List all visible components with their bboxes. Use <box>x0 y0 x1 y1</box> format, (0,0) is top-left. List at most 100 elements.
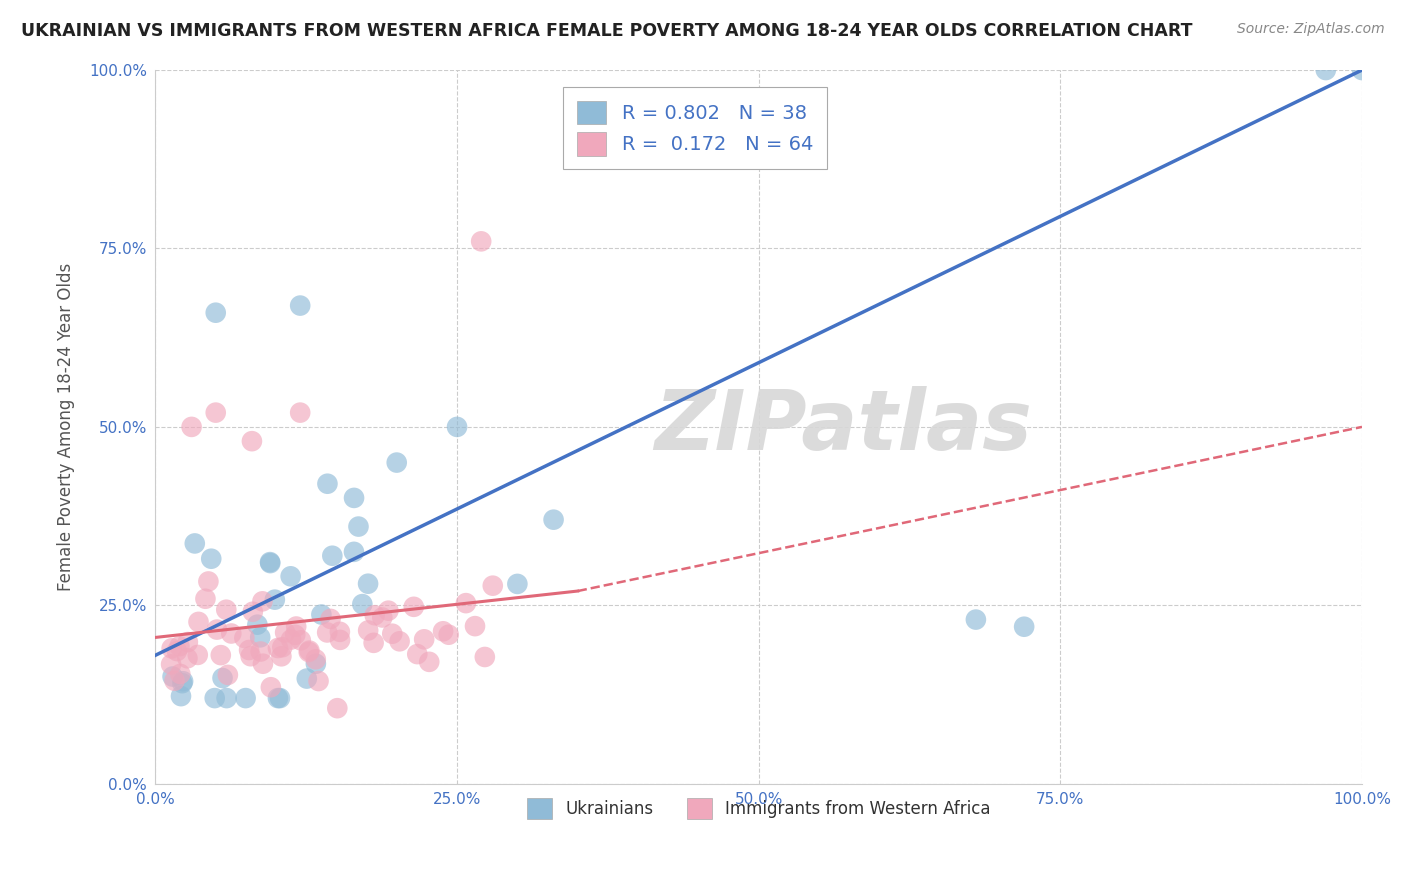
Point <box>305 657 328 671</box>
Point <box>285 619 308 633</box>
Point <box>388 634 411 648</box>
Point <box>1012 620 1035 634</box>
Point <box>162 669 184 683</box>
Point <box>184 536 207 550</box>
Point <box>316 476 339 491</box>
Point <box>252 657 274 671</box>
Point <box>270 649 292 664</box>
Point <box>437 628 460 642</box>
Text: ZIPatlas: ZIPatlas <box>654 386 1032 467</box>
Point <box>321 549 343 563</box>
Point <box>259 555 281 569</box>
Point <box>329 624 352 639</box>
Point <box>169 667 191 681</box>
Point <box>305 652 328 666</box>
Point <box>194 591 217 606</box>
Point <box>197 574 219 589</box>
Point <box>357 576 380 591</box>
Point <box>221 626 243 640</box>
Point <box>163 673 186 688</box>
Point <box>371 610 394 624</box>
Point <box>180 420 202 434</box>
Point <box>329 632 352 647</box>
Point <box>290 406 312 420</box>
Point <box>311 607 333 622</box>
Point <box>242 605 264 619</box>
Point <box>506 577 529 591</box>
Point <box>187 648 209 662</box>
Text: UKRAINIAN VS IMMIGRANTS FROM WESTERN AFRICA FEMALE POVERTY AMONG 18-24 YEAR OLDS: UKRAINIAN VS IMMIGRANTS FROM WESTERN AFR… <box>21 22 1192 40</box>
Point <box>363 636 385 650</box>
Point <box>267 640 290 655</box>
Point <box>249 631 271 645</box>
Point <box>274 625 297 640</box>
Point <box>364 608 387 623</box>
Point <box>1351 63 1374 78</box>
Point <box>284 628 307 642</box>
Point <box>169 639 191 653</box>
Point <box>464 619 486 633</box>
Point <box>446 420 468 434</box>
Point <box>347 519 370 533</box>
Point <box>298 643 321 657</box>
Point <box>271 640 294 655</box>
Point <box>326 701 349 715</box>
Point <box>381 626 404 640</box>
Point <box>295 672 318 686</box>
Point <box>267 691 290 706</box>
Point <box>308 673 330 688</box>
Point <box>170 689 193 703</box>
Point <box>187 615 209 629</box>
Point <box>209 648 232 662</box>
Point <box>298 645 321 659</box>
Point <box>259 556 281 570</box>
Point <box>1315 63 1337 78</box>
Point <box>204 691 226 706</box>
Point <box>160 641 183 656</box>
Point <box>280 632 302 647</box>
Point <box>239 649 262 664</box>
Legend: Ukrainians, Immigrants from Western Africa: Ukrainians, Immigrants from Western Afri… <box>520 792 997 825</box>
Point <box>290 299 312 313</box>
Point <box>385 456 408 470</box>
Point <box>246 617 269 632</box>
Point <box>319 612 342 626</box>
Point <box>172 676 194 690</box>
Point <box>316 625 339 640</box>
Point <box>176 651 198 665</box>
Point <box>470 235 492 249</box>
Point <box>260 680 283 694</box>
Point <box>965 613 987 627</box>
Point <box>204 306 226 320</box>
Point <box>377 604 399 618</box>
Point <box>432 624 454 639</box>
Point <box>252 594 274 608</box>
Point <box>211 671 233 685</box>
Point <box>343 545 366 559</box>
Point <box>215 691 238 706</box>
Y-axis label: Female Poverty Among 18-24 Year Olds: Female Poverty Among 18-24 Year Olds <box>58 263 75 591</box>
Text: Source: ZipAtlas.com: Source: ZipAtlas.com <box>1237 22 1385 37</box>
Point <box>205 623 228 637</box>
Point <box>177 635 200 649</box>
Point <box>235 691 257 706</box>
Point <box>249 644 271 658</box>
Point <box>215 603 238 617</box>
Point <box>172 674 194 689</box>
Point <box>290 633 312 648</box>
Point <box>233 631 256 645</box>
Point <box>160 657 183 672</box>
Point <box>217 668 239 682</box>
Point <box>280 569 302 583</box>
Point <box>474 650 496 665</box>
Point <box>343 491 366 505</box>
Point <box>543 513 565 527</box>
Point <box>200 551 222 566</box>
Point <box>263 592 285 607</box>
Point <box>454 596 477 610</box>
Point <box>238 643 260 657</box>
Point <box>413 632 436 647</box>
Point <box>269 691 291 706</box>
Point <box>357 624 380 638</box>
Point <box>402 599 425 614</box>
